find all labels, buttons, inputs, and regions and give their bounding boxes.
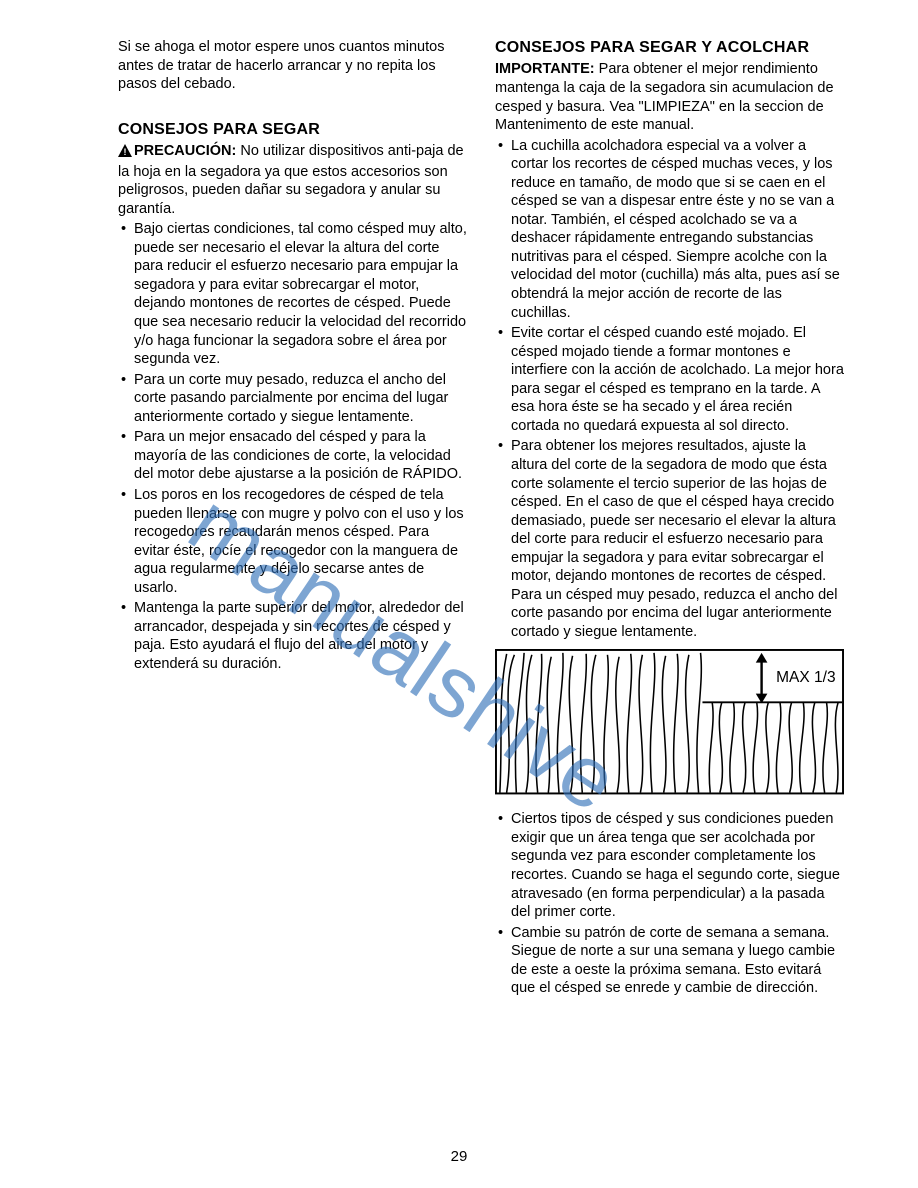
- right-bullet-list-1: La cuchilla acolchadora especial va a vo…: [495, 137, 844, 642]
- heading-consejos-segar: CONSEJOS PARA SEGAR: [118, 120, 467, 140]
- important-paragraph: IMPORTANTE: Para obtener el mejor rendim…: [495, 60, 844, 134]
- grass-illustration-icon: MAX 1/3: [495, 649, 844, 794]
- list-item: Evite cortar el césped cuando esté mojad…: [495, 324, 844, 435]
- list-item: Los poros en los recogedores de césped d…: [118, 486, 467, 597]
- list-item: Para un mejor ensacado del césped y para…: [118, 428, 467, 484]
- two-column-layout: Si se ahoga el motor espere unos cuantos…: [118, 38, 844, 1000]
- figure-label: MAX 1/3: [776, 669, 835, 686]
- list-item: Mantenga la parte superior del motor, al…: [118, 599, 467, 673]
- caution-paragraph: ! PRECAUCIÓN: No utilizar dispositivos a…: [118, 142, 467, 218]
- warning-triangle-icon: !: [118, 144, 132, 163]
- grass-cutting-figure: MAX 1/3: [495, 649, 844, 800]
- page-content: Si se ahoga el motor espere unos cuantos…: [118, 38, 844, 1000]
- svg-text:!: !: [124, 147, 127, 157]
- caution-label: PRECAUCIÓN:: [134, 143, 236, 159]
- page-number: 29: [0, 1147, 918, 1166]
- list-item: Para un corte muy pesado, reduzca el anc…: [118, 371, 467, 427]
- list-item: Para obtener los mejores resultados, aju…: [495, 437, 844, 641]
- important-label: IMPORTANTE:: [495, 61, 595, 77]
- left-column: Si se ahoga el motor espere unos cuantos…: [118, 38, 467, 1000]
- right-bullet-list-2: Ciertos tipos de césped y sus condicione…: [495, 810, 844, 997]
- list-item: La cuchilla acolchadora especial va a vo…: [495, 137, 844, 322]
- heading-consejos-acolchar: CONSEJOS PARA SEGAR Y ACOLCHAR: [495, 38, 844, 58]
- list-item: Bajo ciertas condiciones, tal como céspe…: [118, 220, 467, 368]
- list-item: Cambie su patrón de corte de semana a se…: [495, 924, 844, 998]
- left-bullet-list: Bajo ciertas condiciones, tal como céspe…: [118, 220, 467, 673]
- intro-paragraph: Si se ahoga el motor espere unos cuantos…: [118, 38, 467, 94]
- right-column: CONSEJOS PARA SEGAR Y ACOLCHAR IMPORTANT…: [495, 38, 844, 1000]
- list-item: Ciertos tipos de césped y sus condicione…: [495, 810, 844, 921]
